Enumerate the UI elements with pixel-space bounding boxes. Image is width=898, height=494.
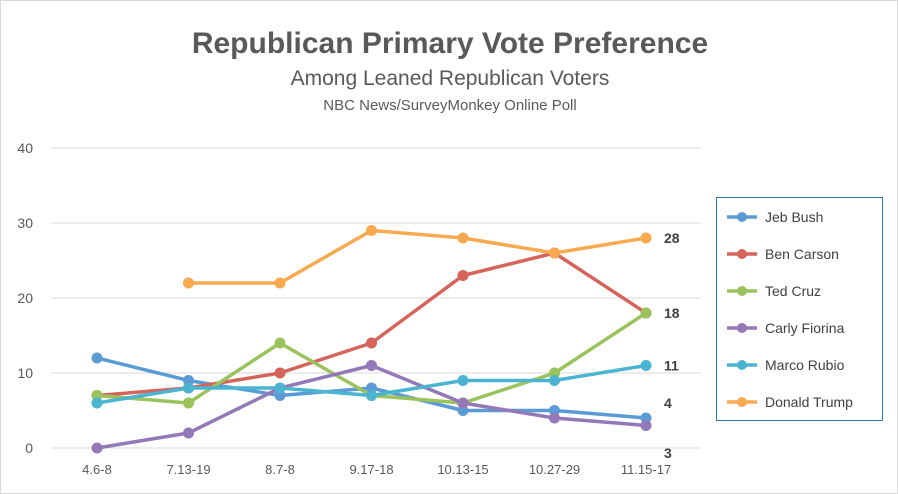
- data-point: [91, 397, 103, 409]
- legend-label: Ben Carson: [765, 246, 839, 262]
- data-label: 4: [664, 395, 672, 411]
- data-point: [274, 382, 286, 394]
- legend-label: Ted Cruz: [765, 283, 822, 299]
- data-label: 18: [664, 305, 680, 321]
- series-line-donald-trump: [188, 228, 647, 285]
- legend-marker: [727, 397, 757, 407]
- x-tick-label: 11.15-17: [621, 462, 671, 477]
- data-label: 11: [664, 358, 679, 374]
- chart-source: NBC News/SurveyMonkey Online Poll: [323, 97, 577, 114]
- series-line-ben-carson: [96, 251, 647, 398]
- chart-title: Republican Primary Vote Preference: [191, 27, 709, 60]
- data-label: 28: [664, 230, 680, 246]
- y-tick-label: 10: [17, 365, 33, 381]
- data-point: [366, 390, 377, 401]
- data-point: [640, 232, 652, 244]
- data-point: [183, 277, 194, 289]
- data-point: [366, 360, 377, 371]
- chart-subtitle: Among Leaned Republican Voters: [290, 67, 610, 90]
- y-tick-label: 40: [17, 140, 33, 156]
- data-point: [457, 397, 469, 409]
- data-point: [640, 307, 652, 319]
- data-point: [457, 232, 469, 244]
- y-tick-label: 0: [25, 440, 33, 456]
- data-point: [457, 375, 469, 386]
- y-tick-label: 30: [17, 215, 33, 231]
- x-tick-label: 7.13-19: [166, 462, 210, 477]
- legend-label: Jeb Bush: [765, 209, 824, 225]
- legend-marker: [727, 212, 757, 222]
- data-point: [640, 360, 652, 371]
- x-tick-label: 9.17-18: [349, 462, 393, 477]
- data-label: 3: [664, 445, 672, 461]
- data-point: [549, 247, 560, 259]
- data-point: [91, 352, 103, 364]
- data-point: [549, 412, 560, 424]
- legend-item: Marco Rubio: [725, 355, 844, 375]
- x-tick-label: 10.27-29: [529, 462, 580, 477]
- legend-item: Donald Trump: [725, 392, 853, 412]
- legend-marker: [727, 286, 757, 296]
- legend-item: Carly Fiorina: [725, 318, 844, 338]
- data-point: [274, 277, 286, 289]
- legend-label: Donald Trump: [765, 394, 853, 410]
- x-tick-label: 8.7-8: [265, 462, 295, 477]
- data-point: [457, 270, 469, 281]
- data-point: [366, 225, 377, 236]
- x-tick-label: 10.13-15: [437, 462, 488, 477]
- legend-item: Jeb Bush: [725, 207, 823, 227]
- data-point: [274, 337, 286, 349]
- legend-marker: [727, 323, 757, 333]
- y-tick-label: 20: [17, 290, 33, 306]
- legend-marker: [727, 360, 757, 370]
- data-point: [366, 337, 377, 349]
- x-tick-label: 4.6-8: [82, 462, 112, 477]
- data-point: [640, 420, 652, 431]
- legend-item: Ted Cruz: [725, 281, 821, 301]
- data-point: [274, 367, 286, 379]
- legend-marker: [727, 249, 757, 259]
- legend-item: Ben Carson: [725, 244, 839, 264]
- data-point: [183, 397, 194, 409]
- legend-label: Marco Rubio: [765, 357, 845, 373]
- data-point: [183, 427, 194, 439]
- data-point: [91, 442, 103, 454]
- legend: Jeb Bush Ben Carson Ted Cruz Carly Fiorina M…: [716, 197, 883, 421]
- data-point: [183, 382, 194, 394]
- data-point: [549, 375, 560, 386]
- legend-label: Carly Fiorina: [765, 320, 845, 336]
